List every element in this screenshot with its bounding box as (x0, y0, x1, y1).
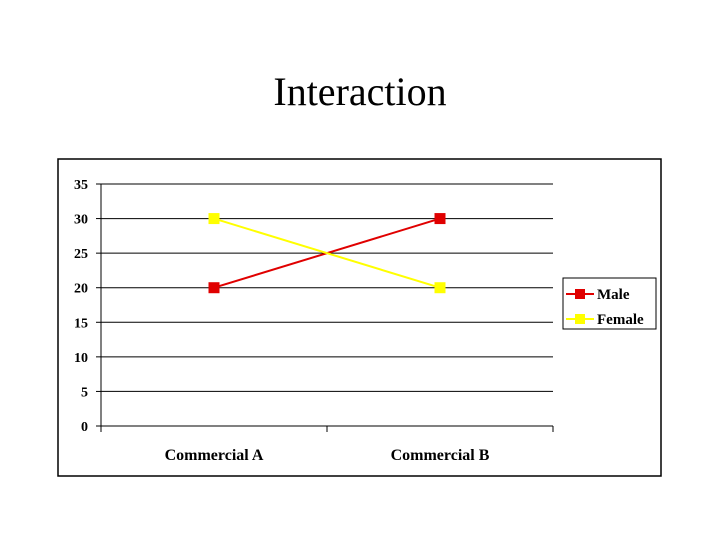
y-tick-label: 25 (74, 247, 88, 262)
data-point-male (434, 213, 446, 225)
x-tick-label: Commercial B (391, 447, 490, 464)
y-tick-label: 30 (74, 213, 88, 228)
y-tick-label: 5 (81, 385, 88, 400)
legend-marker-male (575, 289, 585, 299)
legend-marker-female (575, 314, 585, 324)
gridlines (101, 183, 553, 392)
y-tick-label: 15 (74, 316, 88, 331)
y-tick-label: 10 (74, 351, 88, 366)
legend-label-female: Female (597, 312, 644, 328)
y-tick-label: 0 (81, 420, 88, 435)
axes: 0 5 10 15 20 25 30 35 Commercial A Commercial B (74, 178, 554, 464)
legend-label-male: Male (597, 287, 630, 303)
series-layer (208, 213, 446, 294)
slide-title: Interaction (273, 69, 447, 114)
chart-frame (57, 158, 662, 477)
y-tick-label: 20 (74, 282, 88, 297)
x-tick-label: Commercial A (165, 447, 264, 464)
legend: Male Female (562, 277, 657, 330)
data-point-male (208, 282, 220, 294)
series-line-female (213, 217, 441, 289)
data-point-female (208, 213, 220, 225)
data-point-female (434, 282, 446, 294)
y-tick-label: 35 (74, 178, 88, 193)
